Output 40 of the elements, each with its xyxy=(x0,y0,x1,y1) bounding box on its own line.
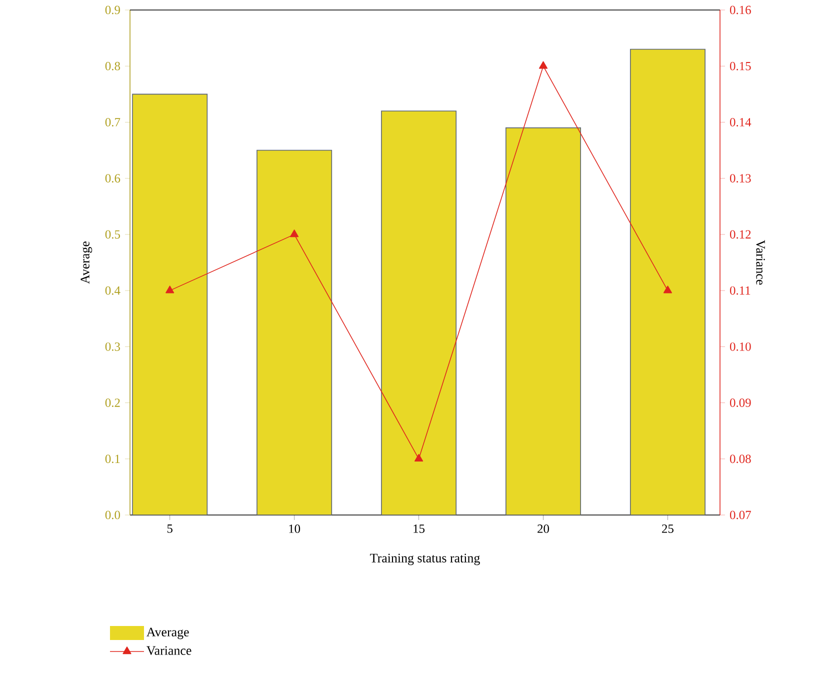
x-tick-label: 15 xyxy=(414,524,425,533)
y2-tick-label: 0.15 xyxy=(730,62,751,70)
x-tick-label: 20 xyxy=(538,524,550,533)
y2-tick-label: 0.08 xyxy=(730,454,751,464)
y-tick-label: 0.8 xyxy=(105,62,120,70)
point xyxy=(538,61,548,69)
y-tick-label: 0.2 xyxy=(105,398,120,408)
y2-tick-label: 0.11 xyxy=(730,286,750,295)
y-tick-label: 0.5 xyxy=(105,230,120,239)
y2-tick-label: 0.13 xyxy=(730,174,751,183)
y-tick-label: 0.1 xyxy=(105,454,120,464)
y-tick-label: 0.4 xyxy=(105,286,120,295)
bar xyxy=(381,110,457,515)
point xyxy=(663,286,672,294)
x-axis-title: Training status rating xyxy=(370,554,480,566)
y-tick-label: 0.6 xyxy=(105,174,120,183)
y-tick-label: 0.3 xyxy=(105,342,120,351)
y2-tick-label: 0.14 xyxy=(730,118,752,126)
point xyxy=(166,286,174,294)
x-tick-label: 5 xyxy=(167,524,172,533)
point xyxy=(290,230,299,238)
y2-tick-label: 0.12 xyxy=(730,230,751,239)
bar xyxy=(506,127,581,515)
y2-tick-label: 0.10 xyxy=(730,342,751,351)
bar xyxy=(630,48,706,515)
y2-tick-label: 0.09 xyxy=(730,398,751,407)
y2-tick-label: 0.16 xyxy=(730,6,751,14)
legend-label: Variance xyxy=(146,646,192,655)
y2-axis-title: Variance xyxy=(756,240,765,285)
point xyxy=(414,454,424,462)
y2-tick-label: 0.07 xyxy=(730,510,751,520)
legend-label: Average xyxy=(146,628,189,640)
y-tick-label: 0.0 xyxy=(105,510,120,520)
y-axis-title: Average xyxy=(80,242,92,284)
x-tick-label: 25 xyxy=(662,524,674,533)
bar xyxy=(256,150,332,515)
bar xyxy=(132,94,208,515)
y-tick-label: 0.7 xyxy=(105,118,120,126)
y-tick-label: 0.9 xyxy=(105,6,120,14)
x-tick-label: 10 xyxy=(289,524,300,533)
